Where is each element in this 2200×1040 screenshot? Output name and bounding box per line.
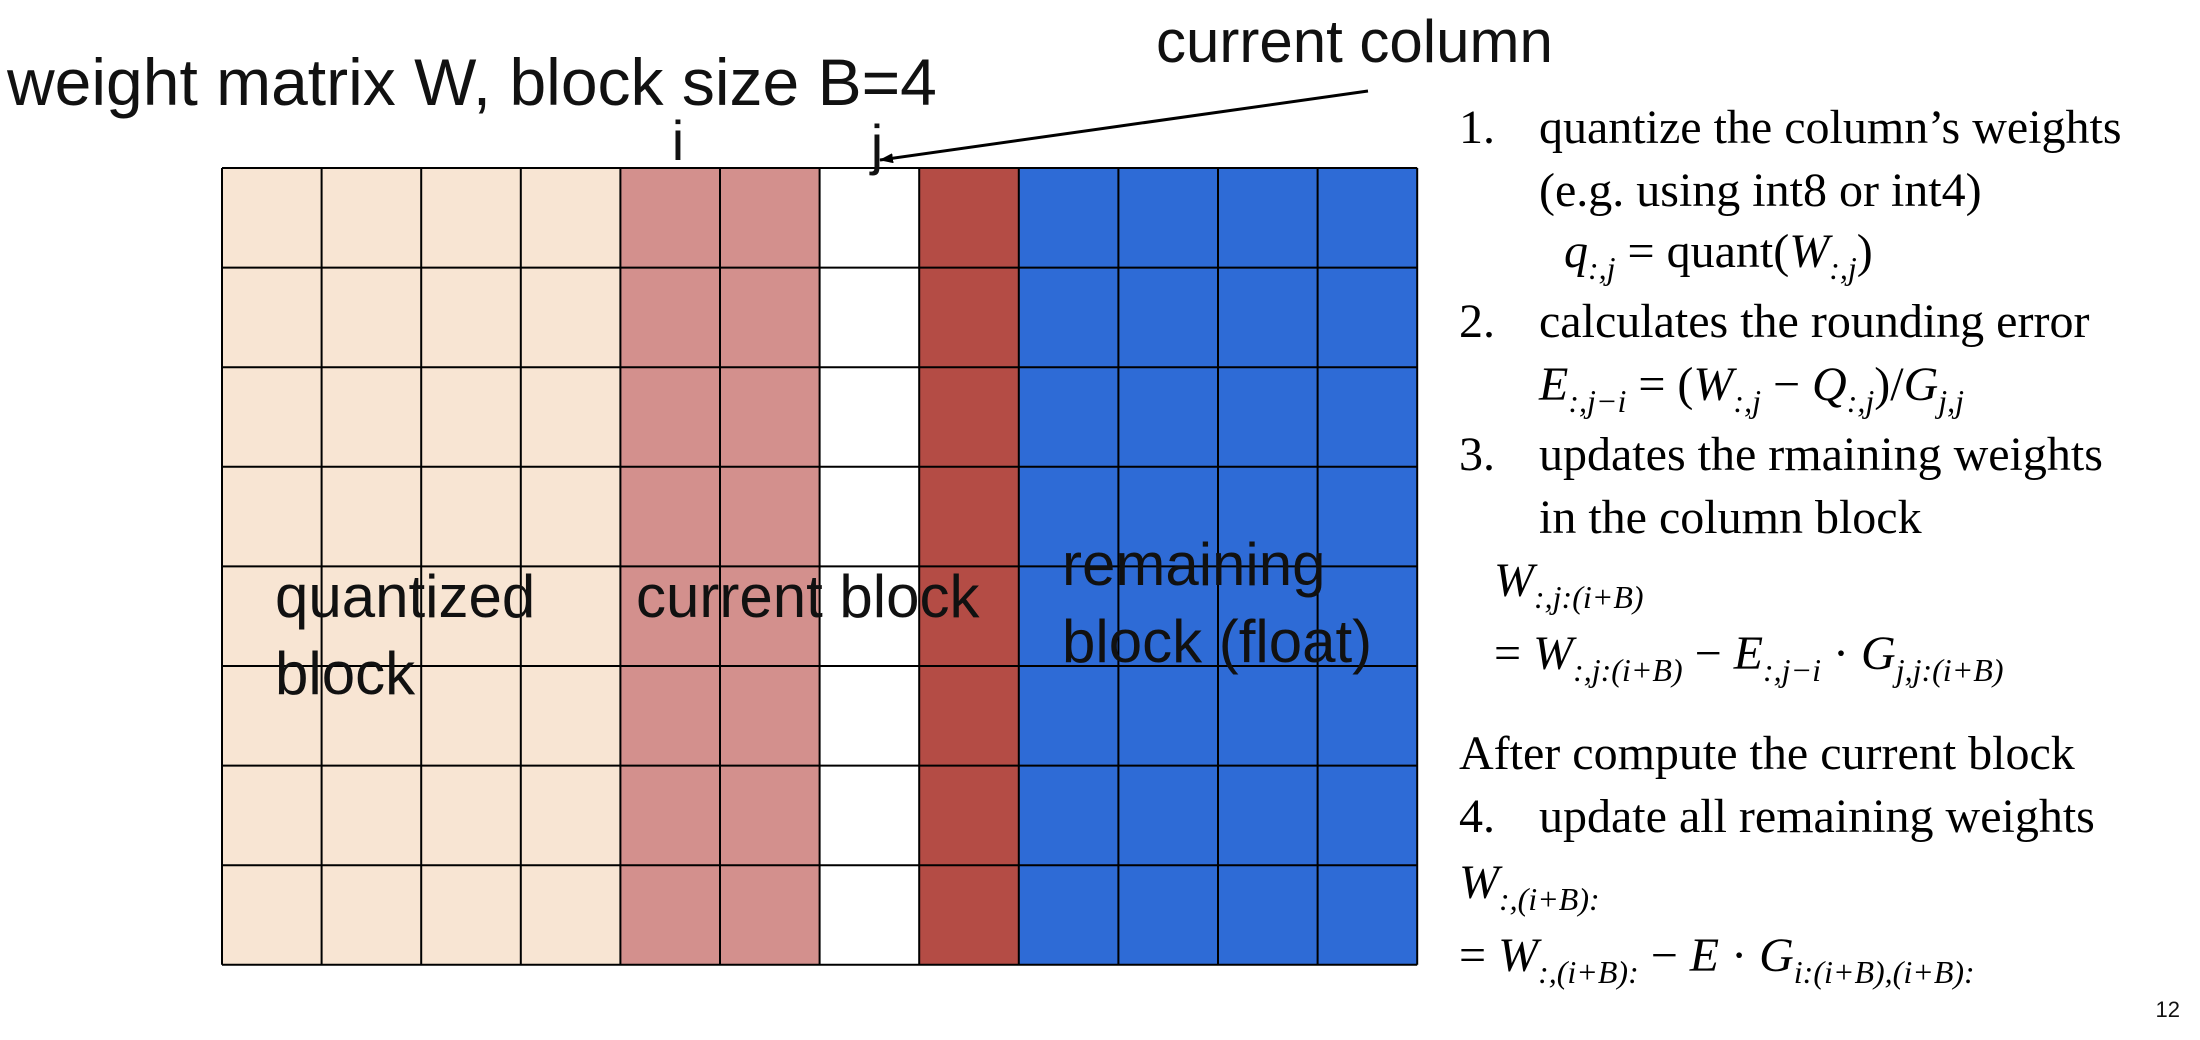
formula-subscript: :,j xyxy=(1733,383,1761,419)
formula-term: · xyxy=(1719,929,1759,982)
step-text: calculates the rounding error xyxy=(1539,295,2089,348)
formula-term: W xyxy=(1498,929,1542,982)
formula: W:,j:(i+B) xyxy=(1494,554,1644,615)
formula-term: E xyxy=(1538,358,1568,411)
step-number: 2. xyxy=(1459,295,1495,348)
arrow xyxy=(879,89,1369,164)
region-label: block (float) xyxy=(1062,608,1372,675)
after-note: After compute the current block xyxy=(1459,727,2075,780)
formula-subscript: :,j−i xyxy=(1763,652,1821,688)
formula-term: ) xyxy=(1857,225,1873,278)
formula-subscript: :,(i+B): xyxy=(1538,954,1639,990)
formula-term: = ( xyxy=(1626,358,1693,411)
formula-term: = xyxy=(1494,627,1533,680)
step-number: 4. xyxy=(1459,790,1495,843)
region-label: block xyxy=(275,640,416,707)
formula-term: W xyxy=(1789,225,1833,278)
region-label: current block xyxy=(636,563,980,630)
column-marker: i xyxy=(672,109,684,172)
column-marker: j xyxy=(869,113,883,176)
step-text: in the column block xyxy=(1539,491,1922,544)
formula-term: · xyxy=(1821,627,1861,680)
formula-subscript: :,j:(i+B) xyxy=(1534,579,1644,615)
formula-term: W xyxy=(1459,856,1503,909)
formula-term: W xyxy=(1533,627,1577,680)
formula-term: − xyxy=(1639,929,1690,982)
formula-subscript: :,j xyxy=(1847,383,1875,419)
formula-subscript: :,j xyxy=(1829,250,1857,286)
formula: q:,j = quant(W:,j) xyxy=(1564,225,1873,286)
formula-subscript: j,j xyxy=(1934,383,1964,419)
formula-subscript: :,(i+B): xyxy=(1499,881,1600,917)
arrow-label: current column xyxy=(1156,8,1553,75)
formula-term: G xyxy=(1861,627,1896,680)
formula-subscript: :,j:(i+B) xyxy=(1573,652,1683,688)
formula-term: = quant( xyxy=(1616,225,1790,278)
formula-subscript: i:(i+B),(i+B): xyxy=(1794,954,1975,990)
formula-term: E xyxy=(1689,929,1719,982)
formula-term: E xyxy=(1733,627,1763,680)
formula-term: G xyxy=(1904,358,1939,411)
formula-term: G xyxy=(1759,929,1794,982)
formula-term: q xyxy=(1564,225,1588,278)
step-text: (e.g. using int8 or int4) xyxy=(1539,164,1982,217)
formula-term: Q xyxy=(1812,358,1847,411)
formula-term: W xyxy=(1494,554,1538,607)
formula-term: − xyxy=(1761,358,1812,411)
step-text: updates the rmaining weights xyxy=(1539,428,2103,481)
formula-subscript: j,j:(i+B) xyxy=(1892,652,2004,688)
region-label: remaining xyxy=(1062,531,1325,598)
formula-term: )/ xyxy=(1874,358,1904,411)
formula: W:,(i+B): xyxy=(1459,856,1600,917)
formula: = W:,j:(i+B) − E:,j−i · Gj,j:(i+B) xyxy=(1494,627,2003,688)
step-number: 1. xyxy=(1459,101,1495,154)
formula-term: W xyxy=(1693,358,1737,411)
page-number: 12 xyxy=(2156,997,2180,1022)
formula-term: − xyxy=(1683,627,1734,680)
formula-subscript: :,j−i xyxy=(1568,383,1626,419)
formula-subscript: :,j xyxy=(1588,250,1616,286)
slide-title: weight matrix W, block size B=4 xyxy=(6,45,937,119)
weight-matrix-grid xyxy=(221,167,1419,966)
formula: E:,j−i = (W:,j − Q:,j)/Gj,j xyxy=(1538,358,1964,419)
step-text: quantize the column’s weights xyxy=(1539,101,2122,154)
formula: = W:,(i+B): − E · Gi:(i+B),(i+B): xyxy=(1459,929,1975,990)
formula-term: = xyxy=(1459,929,1498,982)
region-label: quantized xyxy=(275,563,535,630)
step-number: 3. xyxy=(1459,428,1495,481)
step-text: update all remaining weights xyxy=(1539,790,2095,843)
